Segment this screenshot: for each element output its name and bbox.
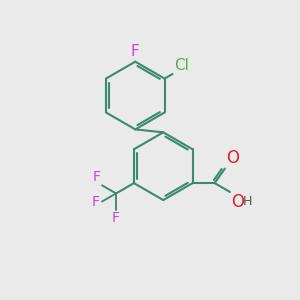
Text: Cl: Cl — [174, 58, 189, 73]
Text: O: O — [231, 194, 244, 211]
Text: O: O — [226, 149, 239, 167]
Text: F: F — [92, 194, 100, 208]
Text: F: F — [93, 170, 101, 184]
Text: F: F — [131, 44, 140, 59]
Text: H: H — [242, 196, 252, 208]
Text: F: F — [112, 211, 120, 225]
